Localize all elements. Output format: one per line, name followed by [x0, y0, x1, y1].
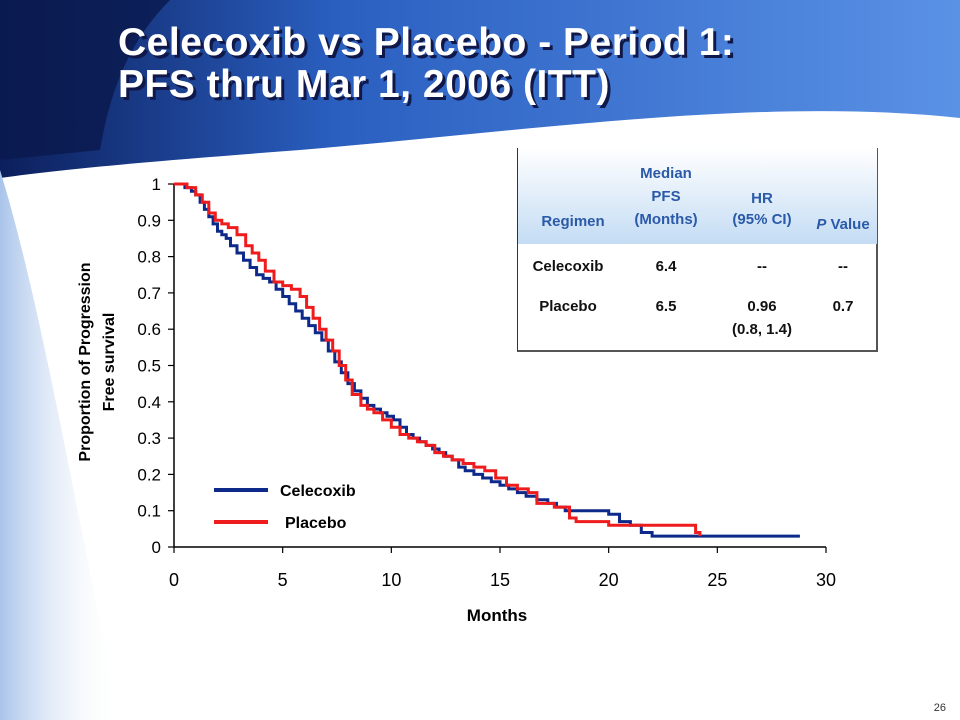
x-tick-label: 0: [169, 570, 179, 590]
slide-title-line-2: PFS thru Mar 1, 2006 (ITT): [118, 63, 610, 106]
header-median-line-2: PFS: [651, 188, 681, 205]
header-median-line-3: (Months): [634, 211, 698, 228]
x-tick-label: 20: [599, 570, 619, 590]
x-axis-label: Months: [467, 606, 527, 625]
x-tick-label: 15: [490, 570, 510, 590]
legend-label-celecoxib: Celecoxib: [280, 483, 356, 500]
slide-number: 26: [933, 702, 946, 714]
y-tick-label: 0.9: [137, 211, 161, 230]
header-regimen: Regimen: [541, 213, 605, 230]
row-celecoxib-hr: --: [757, 258, 767, 275]
row-placebo-hr-ci: (0.8, 1.4): [731, 321, 793, 338]
legend-label-placebo: Placebo: [285, 515, 347, 532]
slide-title-line-1: Celecoxib vs Placebo - Period 1:: [118, 21, 735, 64]
series-line-placebo: [174, 182, 702, 537]
header-p-italic: P: [816, 216, 827, 233]
x-tick-label: 5: [278, 570, 288, 590]
x-tick-label: 25: [707, 570, 727, 590]
header-hr-line-1: HR: [751, 190, 773, 207]
row-placebo-median: 6.5: [655, 298, 677, 315]
header-median-line-1: Median: [640, 165, 692, 182]
slide-title: Celecoxib vs Placebo - Period 1: PFS thr…: [118, 22, 734, 106]
row-placebo-p: 0.7: [832, 298, 854, 315]
y-tick-label: 0.8: [137, 248, 161, 267]
table-header: [518, 148, 877, 244]
y-tick-label: 0: [152, 538, 161, 557]
y-axis-label-line-2: Free survival: [101, 313, 118, 412]
header-p-value: P Value: [808, 214, 878, 236]
row-placebo-hr: 0.96: [747, 298, 777, 315]
row-placebo-regimen: Placebo: [539, 298, 597, 315]
y-tick-label: 0.7: [137, 284, 161, 303]
y-axis-label-line-1: Proportion of Progression: [77, 262, 94, 461]
header-hr-line-2: (95% CI): [732, 211, 792, 228]
results-table: Regimen Median PFS (Months) HR (95% CI) …: [517, 148, 878, 352]
y-tick-label: 0.3: [137, 429, 161, 448]
header-p-rest: Value: [826, 216, 870, 233]
row-celecoxib-p: --: [838, 258, 848, 275]
y-tick-label: 0.2: [137, 465, 161, 484]
y-tick-label: 0.5: [137, 357, 161, 376]
y-tick-label: 1: [152, 175, 161, 194]
x-tick-label: 10: [381, 570, 401, 590]
y-tick-label: 0.4: [137, 393, 161, 412]
row-celecoxib-regimen: Celecoxib: [532, 258, 604, 275]
x-tick-label: 30: [816, 570, 836, 590]
series-line-celecoxib: [174, 182, 800, 538]
y-tick-label: 0.1: [137, 502, 161, 521]
row-celecoxib-median: 6.4: [655, 258, 677, 275]
y-tick-label: 0.6: [137, 320, 161, 339]
